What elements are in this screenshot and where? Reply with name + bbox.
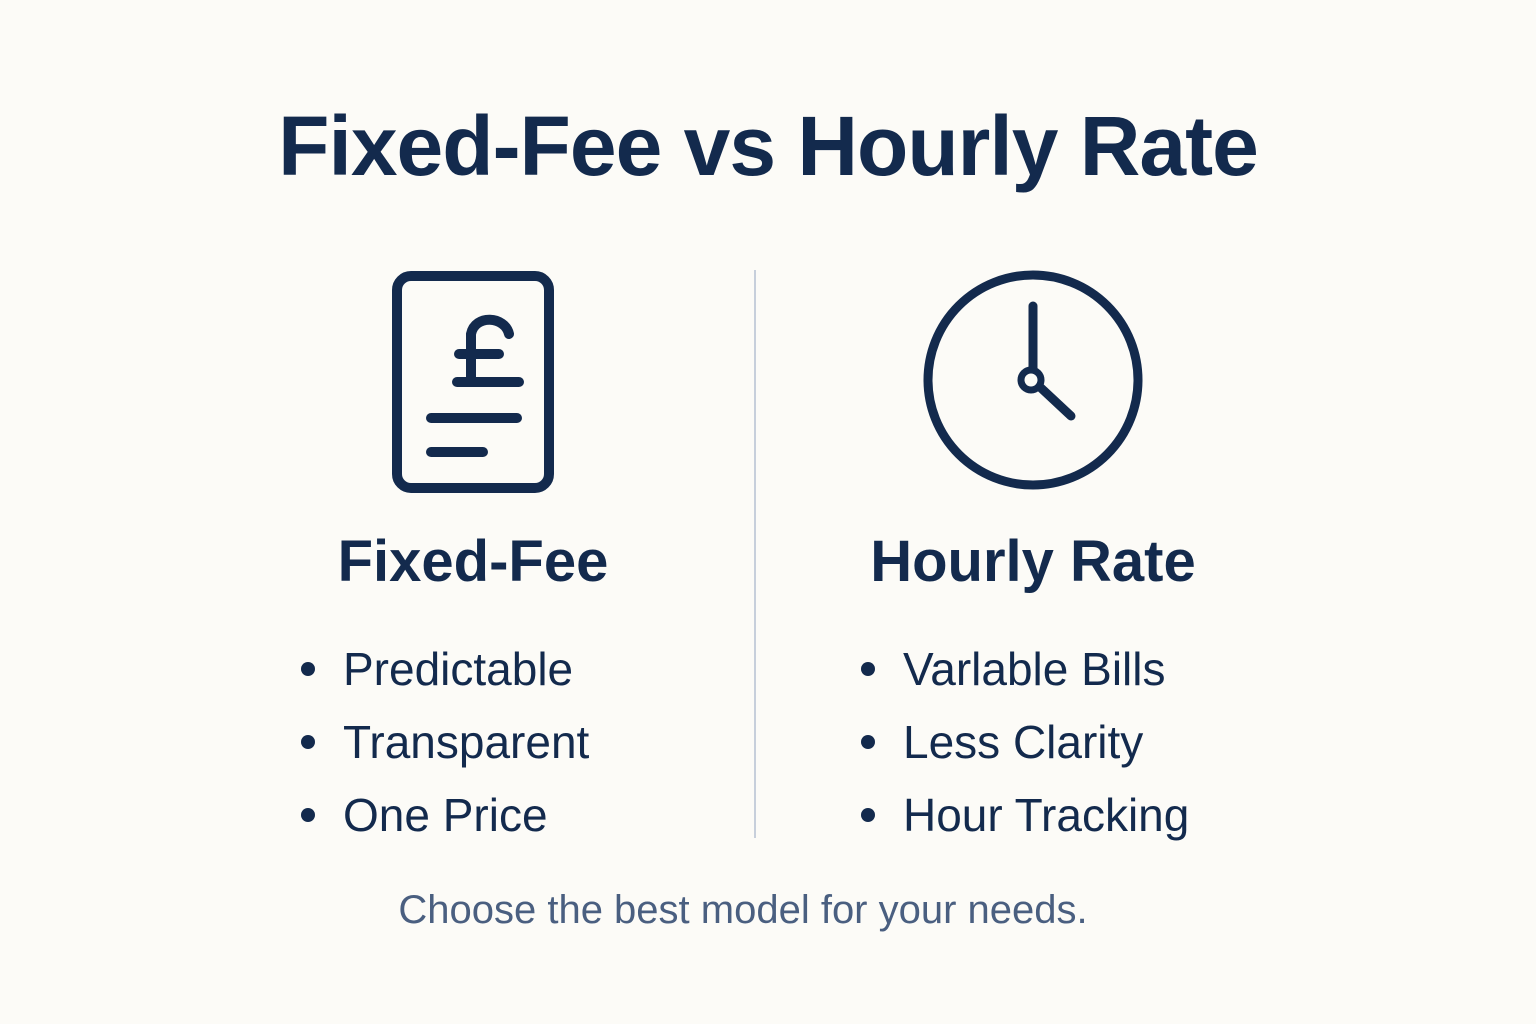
bullet-icon bbox=[301, 661, 315, 676]
bullet-icon bbox=[301, 734, 315, 749]
list-item: Less Clarity bbox=[861, 705, 1189, 778]
column-divider bbox=[754, 270, 756, 838]
bullet-icon bbox=[861, 807, 875, 822]
bullet-icon bbox=[861, 661, 875, 676]
footer-tagline: Choose the best model for your needs. bbox=[398, 888, 1088, 932]
hourly-rate-list: Varlable Bills Less Clarity Hour Trackin… bbox=[861, 632, 1189, 851]
list-item: Varlable Bills bbox=[861, 632, 1189, 705]
fixed-fee-list: Predictable Transparent One Price bbox=[301, 632, 589, 851]
bullet-icon bbox=[861, 734, 875, 749]
list-item: One Price bbox=[301, 778, 589, 851]
list-item: Predictable bbox=[301, 632, 589, 705]
hourly-rate-heading: Hourly Rate bbox=[870, 529, 1196, 594]
pound-invoice-icon bbox=[392, 271, 554, 493]
list-item: Hour Tracking bbox=[861, 778, 1189, 851]
clock-icon bbox=[923, 270, 1143, 490]
bullet-icon bbox=[301, 807, 315, 822]
page-title: Fixed-Fee vs Hourly Rate bbox=[278, 99, 1259, 193]
list-item: Transparent bbox=[301, 705, 589, 778]
fixed-fee-heading: Fixed-Fee bbox=[337, 529, 609, 594]
